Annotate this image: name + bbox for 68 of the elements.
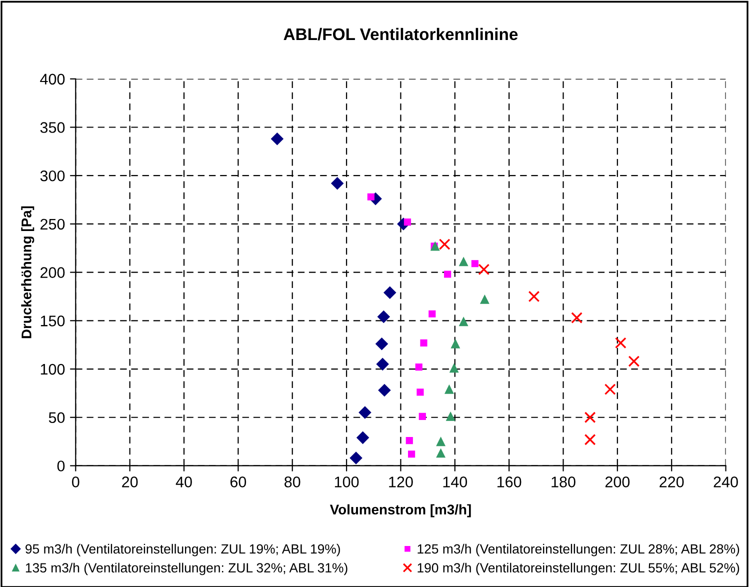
chart-title: ABL/FOL Ventilatorkennlinine: [284, 28, 518, 40]
point: [584, 412, 596, 424]
y-tick-label: 100: [40, 364, 65, 375]
point: [376, 358, 389, 370]
point: [614, 337, 626, 349]
point: [444, 270, 452, 278]
point: [471, 260, 478, 268]
point: [528, 290, 540, 302]
y-axis-title: Druckerhöhung [Pa]: [21, 206, 34, 338]
y-tick-label: 50: [48, 412, 65, 424]
point: [450, 339, 460, 348]
legend-label: 190 m3/h (Ventilatoreinstellungen: ZUL 55%; ABL 52%): [418, 562, 740, 576]
point: [378, 384, 391, 397]
point: [406, 437, 413, 444]
point: [270, 132, 284, 146]
point: [628, 356, 640, 367]
x-tick-label: 140: [443, 476, 468, 488]
x-tick-label: 120: [389, 476, 413, 488]
point: [446, 412, 456, 421]
point: [428, 310, 436, 318]
point: [420, 339, 428, 346]
y-tick-label: 250: [40, 218, 65, 230]
x-tick-label: 60: [230, 476, 246, 488]
x-tick-label: 0: [72, 476, 80, 488]
x-tick-label: 240: [714, 476, 738, 488]
point: [356, 431, 370, 444]
point: [408, 450, 416, 458]
point: [376, 338, 388, 350]
point: [367, 193, 374, 200]
x-tick-label: 20: [122, 476, 138, 488]
y-tick-label: 400: [40, 74, 65, 85]
point: [450, 364, 459, 373]
point: [459, 257, 468, 266]
point: [418, 412, 426, 420]
point: [436, 448, 446, 458]
x-tick-label: 220: [660, 476, 684, 488]
point: [438, 238, 450, 250]
point: [350, 452, 362, 464]
point: [444, 384, 454, 394]
x-tick-label: 40: [176, 476, 192, 488]
point: [358, 406, 372, 419]
legend-label: 135 m3/h (Ventilatoreinstellungen: ZUL 32%; ABL 31%): [26, 562, 348, 576]
y-tick-label: 200: [40, 267, 65, 278]
y-tick-label: 300: [40, 170, 65, 182]
point: [404, 218, 412, 226]
point: [459, 317, 468, 326]
point: [384, 286, 396, 299]
point: [571, 312, 582, 324]
legend-label: 125 m3/h (Ventilatoreinstellungen: ZUL 28%; ABL 28%): [418, 544, 740, 556]
y-tick-label: 350: [40, 122, 65, 133]
point: [377, 310, 390, 324]
point: [478, 264, 490, 276]
x-tick-label: 80: [284, 476, 300, 488]
x-tick-label: 180: [552, 476, 576, 488]
point: [415, 364, 422, 371]
x-tick-label: 200: [605, 476, 630, 488]
legend-label: 95 m3/h (Ventilatoreinstellungen: ZUL 19%; ABL 19%): [26, 544, 340, 556]
x-tick-label: 160: [497, 476, 522, 488]
point: [604, 384, 616, 396]
point: [436, 437, 446, 446]
y-tick-label: 150: [40, 316, 65, 326]
point: [584, 434, 596, 446]
y-tick-label: 0: [57, 460, 65, 472]
x-tick-label: 100: [334, 476, 359, 488]
point: [331, 177, 344, 190]
point: [416, 388, 424, 396]
x-axis-title: Volumenstrom [m3/h]: [330, 504, 471, 518]
point: [480, 294, 490, 304]
